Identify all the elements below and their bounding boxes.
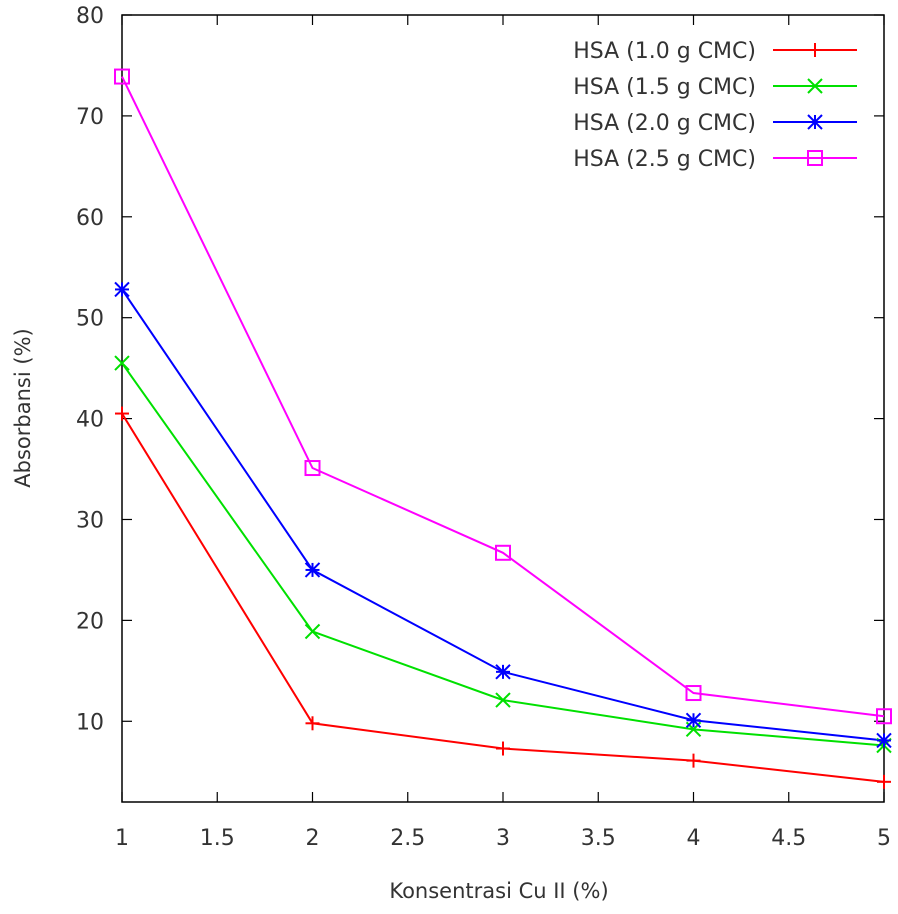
data-point-series-4 [114,68,130,85]
data-point-series-2 [114,355,130,371]
data-point-series-3 [304,562,321,578]
data-point-series-1 [496,741,510,756]
x-tick-label: 1 [115,826,129,851]
data-point-series-1 [305,716,320,731]
axis-ticks: 1 1.5 2 2.5 3 3.5 4 4.5 5 10 20 30 40 50 60 70 80 [76,4,891,851]
series-line-1 [121,413,885,783]
series-markers [114,68,892,789]
data-point-series-3 [685,712,702,728]
y-tick-label: 70 [76,105,104,130]
y-axis-title: Absorbansi (%) [11,328,35,487]
data-point-series-1 [686,753,701,768]
legend-marker [808,43,822,57]
data-point-series-1 [877,774,891,789]
y-tick-label: 80 [76,4,104,29]
data-point-series-3 [495,664,511,680]
x-tick-label: 2.5 [390,826,425,851]
y-tick-label: 10 [76,710,104,735]
data-point-series-3 [876,732,892,749]
legend-label: HSA (2.0 g CMC) [573,111,756,136]
y-tick-label: 60 [76,206,104,231]
legend-marker [807,78,823,94]
data-point-series-2 [495,692,511,708]
data-point-series-4 [876,708,892,725]
data-point-series-2 [304,623,321,640]
data-point-series-4 [304,460,321,477]
series-line-2 [121,362,885,747]
plot-frame [121,14,885,803]
legend-marker [807,114,823,130]
x-tick-label: 3 [496,826,510,851]
legend-marker [807,150,823,166]
x-tick-label: 2 [306,826,320,851]
y-tick-label: 40 [76,408,104,433]
y-tick-label: 30 [76,508,104,533]
legend-label: HSA (1.5 g CMC) [573,75,756,100]
y-tick-label: 20 [76,609,104,634]
x-tick-label: 5 [877,826,891,851]
x-axis-title: Konsentrasi Cu II (%) [389,879,608,903]
legend-label: HSA (2.5 g CMC) [573,147,756,172]
data-point-series-1 [115,406,129,421]
x-tick-label: 1.5 [200,826,235,851]
x-tick-label: 4 [687,826,701,851]
data-point-series-3 [114,281,130,298]
series-line-4 [121,76,885,718]
data-point-series-4 [495,544,511,561]
x-tick-label: 4.5 [771,826,806,851]
legend: HSA (1.0 g CMC) HSA (1.5 g CMC) HSA (2.0 g… [573,39,857,172]
y-tick-label: 50 [76,307,104,332]
data-point-series-4 [685,685,702,702]
legend-label: HSA (1.0 g CMC) [573,39,756,64]
x-tick-label: 3.5 [581,826,616,851]
